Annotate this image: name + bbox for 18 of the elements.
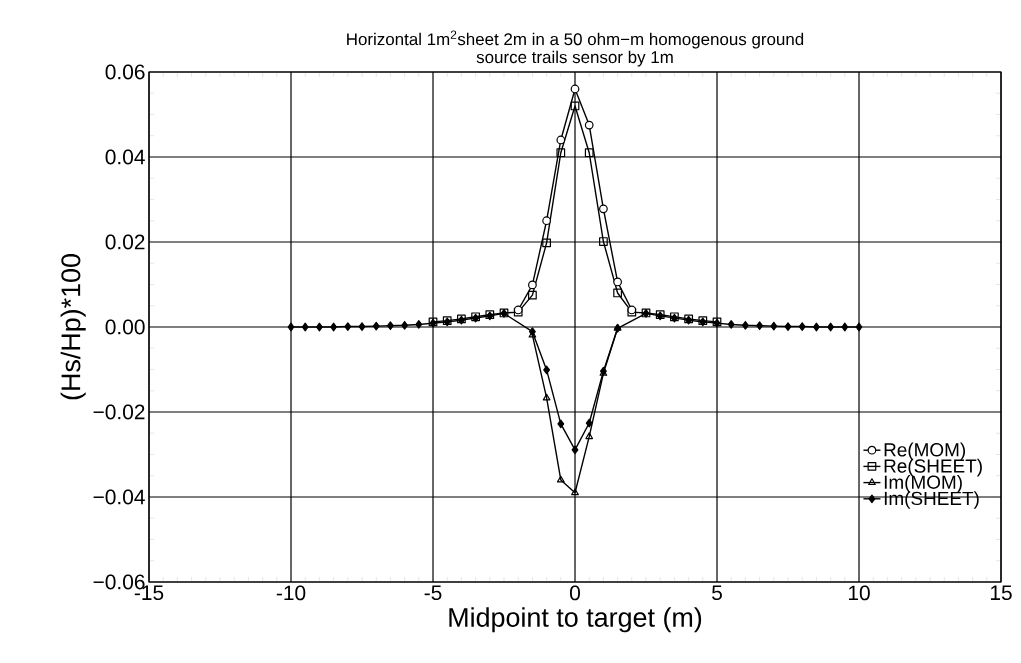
x-tick-label: -10 bbox=[276, 585, 306, 601]
y-axis-title: (Hs/Hp)*100 bbox=[60, 254, 86, 400]
chart-title: Horizontal 1m$^{2}$sheet 2m in a 50 ohm−m homogenous ground bbox=[347, 30, 804, 49]
x-tick-label: 5 bbox=[712, 585, 722, 601]
legend-label: Im(MOM) bbox=[884, 474, 962, 493]
y-tick-label: 0.02 bbox=[105, 234, 145, 250]
legend-label: Im(SHEET) bbox=[884, 491, 979, 509]
x-tick-label: 0 bbox=[570, 585, 580, 601]
y-tick-label: 0.00 bbox=[105, 319, 145, 335]
x-tick-label: 15 bbox=[990, 585, 1012, 601]
y-tick-label: 0.04 bbox=[105, 149, 145, 165]
x-axis-title: Midpoint to target (m) bbox=[449, 607, 702, 633]
chart-subtitle: source trails sensor by 1m bbox=[476, 50, 673, 67]
y-tick-label: −0.04 bbox=[93, 489, 145, 505]
y-tick-label: −0.02 bbox=[93, 404, 145, 420]
y-tick-label: 0.06 bbox=[105, 64, 145, 80]
x-tick-label: -5 bbox=[424, 585, 442, 601]
x-tick-label: 10 bbox=[848, 585, 870, 601]
